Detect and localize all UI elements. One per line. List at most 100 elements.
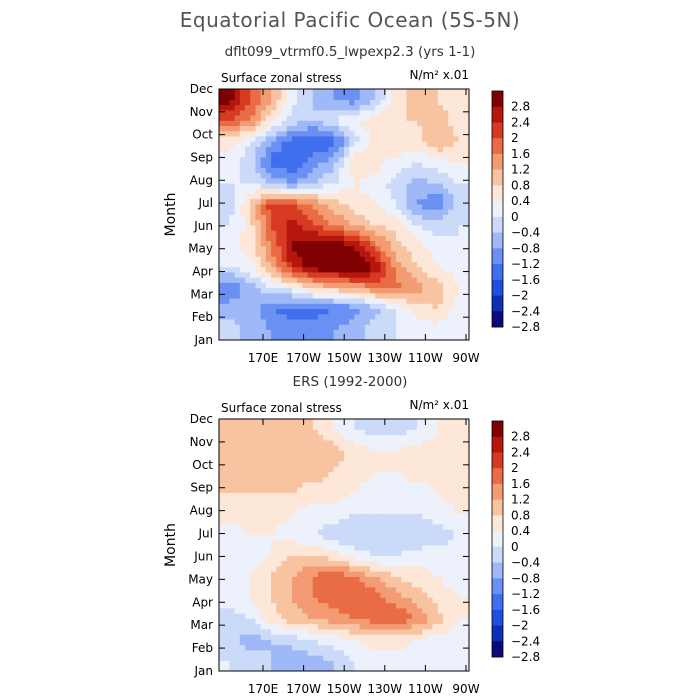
heatmap-cell [328,466,334,472]
heatmap-cell [359,125,366,132]
heatmap-cell [344,120,350,127]
heatmap-cell [458,319,465,325]
heatmap-cell [453,476,459,483]
heatmap-cell [401,513,407,520]
heatmap-cell [442,109,449,116]
heatmap-cell [239,419,246,425]
heatmap-cell [437,471,444,478]
heatmap-cell [312,518,319,525]
heatmap-cell [229,434,236,441]
heatmap-cell [432,245,439,252]
heatmap-cell [317,115,324,121]
heatmap-cell [229,450,236,457]
heatmap-cell [453,334,459,341]
heatmap-cell [396,89,402,95]
heatmap-cell [390,162,397,168]
heatmap-cell [463,282,470,289]
heatmap-cell [437,665,444,672]
heatmap-cell [276,292,282,299]
heatmap-cell [401,629,407,635]
heatmap-cell [276,455,282,462]
heatmap-cell [297,424,303,430]
heatmap-cell [375,141,381,147]
heatmap-cell [255,634,262,640]
heatmap-cell [255,639,262,646]
heatmap-cell [307,434,314,441]
heatmap-cell [250,94,256,100]
heatmap-cell [317,240,324,247]
heatmap-cell [463,172,470,179]
heatmap-cell [271,329,277,336]
heatmap-cell [370,334,376,341]
heatmap-cell [219,94,225,100]
y-tick-label: Sep [190,481,213,495]
heatmap-cell [406,298,413,304]
heatmap-cell [265,434,272,441]
heatmap-cell [286,240,293,247]
heatmap-cell [349,298,355,304]
heatmap-cell [281,251,288,257]
heatmap-cell [286,508,293,514]
heatmap-cell [453,204,459,210]
heatmap-cell [370,120,376,127]
heatmap-cell [448,266,454,273]
heatmap-cell [219,235,225,242]
heatmap-cell [276,639,282,646]
heatmap-cell [333,224,340,231]
heatmap-cell [390,419,397,425]
heatmap-cell [427,141,433,147]
heatmap-cell [260,292,267,299]
heatmap-cell [317,539,324,546]
heatmap-cell [297,434,303,441]
heatmap-cell [385,162,392,168]
heatmap-cell [448,193,454,200]
heatmap-cell [427,545,433,551]
heatmap-cell [437,524,444,530]
heatmap-cell [297,450,303,457]
heatmap-cell [411,655,418,661]
heatmap-cell [265,156,272,163]
heatmap-cell [234,104,241,111]
heatmap-cell [411,555,418,562]
heatmap-cell [437,245,444,252]
heatmap-cell [401,429,407,436]
heatmap-cell [276,224,282,231]
heatmap-cell [406,497,413,504]
heatmap-cell [453,89,459,95]
heatmap-cell [396,141,402,147]
heatmap-cell [344,251,350,257]
heatmap-cell [250,497,256,504]
heatmap-cell [323,634,329,640]
heatmap-cell [385,497,392,504]
heatmap-cell [250,466,256,472]
heatmap-cell [344,634,350,640]
heatmap-cell [453,313,459,320]
heatmap-cell [328,219,334,226]
heatmap-cell [354,292,361,299]
heatmap-cell [255,487,262,493]
heatmap-cell [276,429,282,436]
heatmap-cell [380,277,387,283]
heatmap-cell [317,644,324,651]
heatmap-cell [396,298,402,304]
heatmap-cell [458,518,465,525]
heatmap-cell [370,94,376,100]
heatmap-cell [432,571,439,577]
heatmap-cell [359,492,366,499]
heatmap-cell [271,146,277,153]
heatmap-cell [458,608,465,614]
heatmap-cell [401,455,407,462]
heatmap-cell [364,482,371,488]
heatmap-cell [291,240,298,247]
heatmap-cell [312,89,319,95]
heatmap-cell [229,313,236,320]
y-tick-label: Mar [190,618,213,632]
heatmap-cell [250,445,256,451]
heatmap-cell [385,146,392,153]
heatmap-cell [390,146,397,153]
heatmap-cell [370,303,376,310]
heatmap-cell [260,167,267,174]
heatmap-cell [234,130,241,137]
heatmap-cell [276,466,282,472]
heatmap-cell [396,581,402,588]
